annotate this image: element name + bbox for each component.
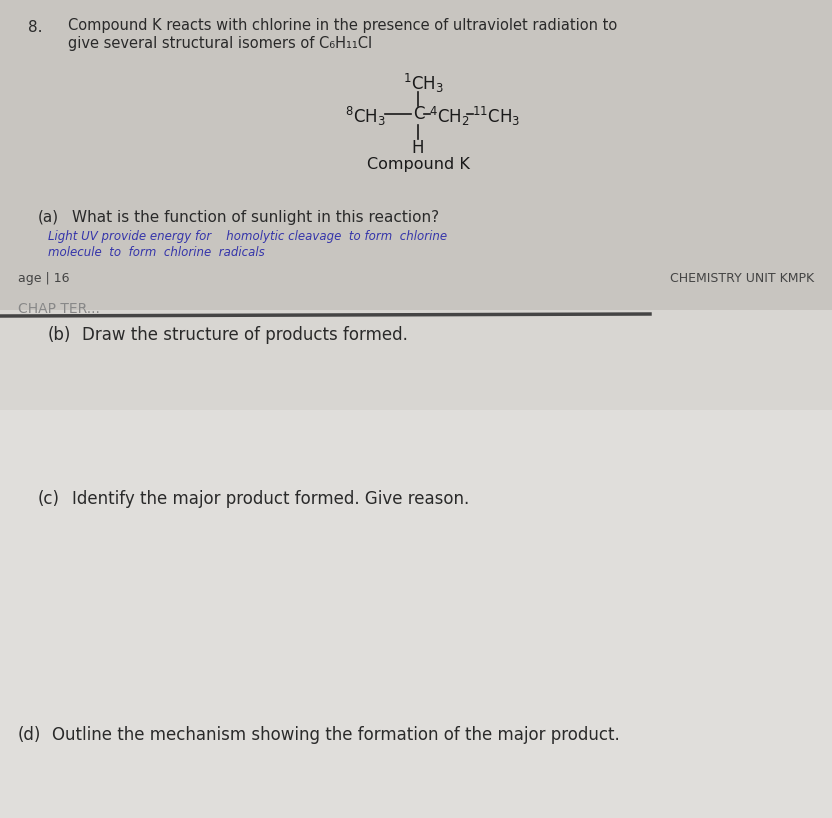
Text: CHAP TER...: CHAP TER... <box>18 302 100 316</box>
Text: Compound K reacts with chlorine in the presence of ultraviolet radiation to: Compound K reacts with chlorine in the p… <box>68 18 617 33</box>
Text: Identify the major product formed. Give reason.: Identify the major product formed. Give … <box>72 490 469 508</box>
Text: C: C <box>413 105 424 123</box>
Text: CHEMISTRY UNIT KMPK: CHEMISTRY UNIT KMPK <box>670 272 814 285</box>
Text: Outline the mechanism showing the formation of the major product.: Outline the mechanism showing the format… <box>52 726 620 744</box>
Text: What is the function of sunlight in this reaction?: What is the function of sunlight in this… <box>72 210 439 225</box>
Text: age | 16: age | 16 <box>18 272 70 285</box>
Text: $^{8}$CH$_{3}$: $^{8}$CH$_{3}$ <box>345 105 386 128</box>
Bar <box>0 0 832 310</box>
Bar <box>0 310 832 410</box>
Bar <box>0 410 832 818</box>
Text: Light UV provide energy for    homolytic cleavage  to form  chlorine: Light UV provide energy for homolytic cl… <box>48 230 447 243</box>
Text: $^{11}$CH$_{3}$: $^{11}$CH$_{3}$ <box>472 105 520 128</box>
Text: molecule  to  form  chlorine  radicals: molecule to form chlorine radicals <box>48 246 265 259</box>
Text: 8.: 8. <box>28 20 42 35</box>
Text: Compound K: Compound K <box>367 157 469 172</box>
Text: (a): (a) <box>38 210 59 225</box>
Text: give several structural isomers of C₆H₁₁Cl: give several structural isomers of C₆H₁₁… <box>68 36 372 51</box>
Text: $^{1}$CH$_{3}$: $^{1}$CH$_{3}$ <box>403 72 443 95</box>
Text: (c): (c) <box>38 490 60 508</box>
Text: $^{4}$CH$_{2}$: $^{4}$CH$_{2}$ <box>429 105 469 128</box>
Text: (d): (d) <box>18 726 42 744</box>
Text: H: H <box>412 139 424 157</box>
Text: Draw the structure of products formed.: Draw the structure of products formed. <box>82 326 408 344</box>
Text: (b): (b) <box>48 326 72 344</box>
